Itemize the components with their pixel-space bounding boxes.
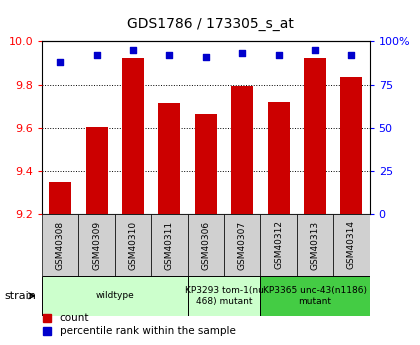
Bar (158, 103, 180, 214)
Text: GSM40309: GSM40309 (92, 220, 101, 269)
Text: KP3293 tom-1(nu
468) mutant: KP3293 tom-1(nu 468) mutant (184, 286, 263, 306)
Bar (268, 102, 289, 214)
Text: GSM40314: GSM40314 (347, 220, 356, 269)
Text: GSM40313: GSM40313 (310, 220, 320, 269)
Bar (260, 276, 370, 316)
Point (348, 52, 355, 58)
Bar (122, 58, 144, 214)
Text: GSM40312: GSM40312 (274, 220, 283, 269)
Point (93, 52, 100, 58)
Point (57, 59, 63, 65)
Point (312, 47, 318, 53)
Bar (188, 276, 260, 316)
Bar (42, 214, 79, 276)
Bar (224, 214, 260, 276)
Text: GSM40306: GSM40306 (201, 220, 210, 269)
Bar (260, 214, 297, 276)
Bar (195, 114, 217, 214)
Text: GSM40307: GSM40307 (238, 220, 247, 269)
Bar (231, 86, 253, 214)
Bar (151, 214, 188, 276)
Bar (333, 214, 370, 276)
Legend: count, percentile rank within the sample: count, percentile rank within the sample (43, 313, 236, 336)
Point (130, 47, 136, 53)
Bar (79, 214, 115, 276)
Bar (42, 276, 188, 316)
Text: GSM40310: GSM40310 (129, 220, 137, 269)
Point (166, 52, 173, 58)
Bar (297, 214, 333, 276)
Text: GSM40308: GSM40308 (56, 220, 65, 269)
Bar (304, 58, 326, 214)
Bar (49, 181, 71, 214)
Bar (341, 77, 362, 214)
Text: GSM40311: GSM40311 (165, 220, 174, 269)
Point (202, 54, 209, 60)
Text: GDS1786 / 173305_s_at: GDS1786 / 173305_s_at (126, 17, 294, 31)
Text: strain: strain (4, 291, 36, 301)
Point (239, 51, 246, 56)
Text: wildtype: wildtype (95, 291, 134, 300)
Bar (86, 127, 108, 214)
Bar (188, 214, 224, 276)
Point (275, 52, 282, 58)
Bar (115, 214, 151, 276)
Text: KP3365 unc-43(n1186)
mutant: KP3365 unc-43(n1186) mutant (263, 286, 367, 306)
